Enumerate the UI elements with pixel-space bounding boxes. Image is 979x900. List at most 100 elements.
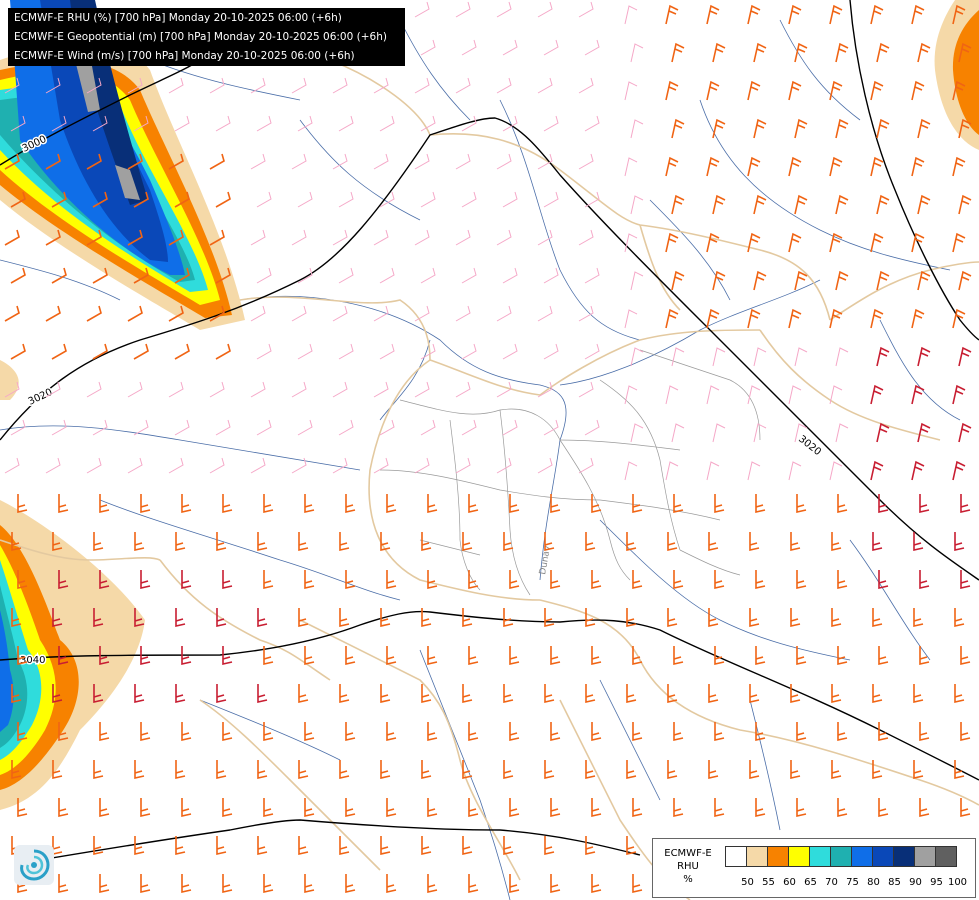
wind-barb (878, 494, 889, 513)
legend-tick: 95 (930, 877, 943, 888)
wind-barb (626, 836, 637, 855)
wind-barb (209, 305, 225, 322)
header-line-wind: ECMWF-E Wind (m/s) [700 hPa] Monday 20-1… (14, 50, 355, 62)
wind-barb (870, 460, 884, 481)
wind-barb (420, 39, 436, 56)
wind-barb (140, 646, 151, 665)
wind-barb (291, 229, 307, 246)
wind-barb (134, 684, 145, 703)
wind-barb (550, 646, 561, 665)
wind-barb (665, 385, 679, 405)
wind-barb (256, 115, 272, 132)
wind-barb (257, 532, 268, 551)
wind-barb (747, 461, 761, 481)
wind-barb (332, 77, 348, 94)
wind-barb (380, 684, 391, 703)
wind-barb (954, 684, 965, 703)
wind-barb (578, 153, 594, 170)
wind-barb (630, 347, 644, 367)
wind-barb (332, 381, 348, 398)
wind-barb (712, 194, 726, 215)
wind-barb (917, 270, 931, 291)
wind-barb (380, 608, 391, 627)
wind-barb (250, 457, 266, 474)
wind-barb (917, 194, 931, 215)
wind-barb (624, 81, 638, 101)
legend-title-unit: % (683, 874, 693, 885)
wind-barb (747, 156, 761, 177)
wind-barb (794, 194, 808, 215)
wind-barb (17, 646, 28, 665)
wind-barb (134, 836, 145, 855)
wind-barb (461, 115, 477, 132)
geopotential-isohypses (0, 0, 979, 861)
wind-barb (257, 836, 268, 855)
wind-barb (543, 39, 559, 56)
wind-barb (708, 760, 719, 779)
wind-barb (10, 343, 26, 360)
wind-barb (544, 608, 555, 627)
rhu-east-60 (952, 10, 979, 135)
wind-barb (749, 532, 760, 551)
wind-barb (175, 532, 186, 551)
wind-barb (755, 570, 766, 589)
wind-barb (667, 532, 678, 551)
wind-barb (671, 118, 685, 139)
wind-barb (386, 494, 397, 513)
wind-barb (298, 532, 309, 551)
wind-barb (829, 156, 843, 177)
wind-barb (297, 419, 313, 436)
wind-barb (753, 270, 767, 291)
wind-barb (297, 115, 313, 132)
wind-barb (10, 115, 26, 132)
wind-barb (544, 684, 555, 703)
wind-barb (379, 115, 395, 132)
wind-barb (4, 457, 20, 474)
wind-barb (911, 308, 925, 329)
wind-barb (51, 419, 67, 436)
wind-barb (708, 608, 719, 627)
wind-barb (4, 381, 20, 398)
wind-barb (216, 532, 227, 551)
wind-barb (17, 570, 28, 589)
wind-barb (796, 722, 807, 741)
wind-barb (543, 267, 559, 284)
wind-barb (788, 308, 802, 329)
wind-barb (550, 798, 561, 817)
wind-barb (537, 305, 553, 322)
map-header: ECMWF-E RHU (%) [700 hPa] Monday 20-10-2… (8, 8, 405, 66)
wind-barb (954, 760, 965, 779)
wind-barb (835, 194, 849, 215)
wind-barb (952, 80, 966, 101)
wind-barb (790, 684, 801, 703)
wind-barb (714, 722, 725, 741)
logo-icon (14, 845, 54, 885)
wind-barb (917, 422, 931, 443)
wind-barb (222, 722, 233, 741)
wind-barb (543, 191, 559, 208)
wind-barb (181, 646, 192, 665)
wind-barb (919, 646, 930, 665)
wind-barb (386, 722, 397, 741)
rivers (0, 19, 961, 900)
wind-barb (168, 153, 184, 170)
wind-barb (332, 229, 348, 246)
wind-barb (174, 267, 190, 284)
wind-barb (263, 874, 274, 893)
rhu-legend: ECMWF-E RHU % 50 55 60 65 70 75 80 85 90 95 100 (652, 838, 976, 898)
wind-barb (578, 1, 594, 18)
wind-barb (304, 798, 315, 817)
wind-barb (133, 343, 149, 360)
wind-barb (45, 457, 61, 474)
wind-barb (99, 494, 110, 513)
wind-barb (427, 798, 438, 817)
wind-barb (4, 153, 20, 170)
wind-barb (58, 798, 69, 817)
wind-barb (502, 39, 518, 56)
wind-barb (591, 722, 602, 741)
wind-barb (537, 77, 553, 94)
wind-barb (876, 346, 890, 367)
wind-barb (168, 229, 184, 246)
wind-barb (876, 118, 890, 139)
